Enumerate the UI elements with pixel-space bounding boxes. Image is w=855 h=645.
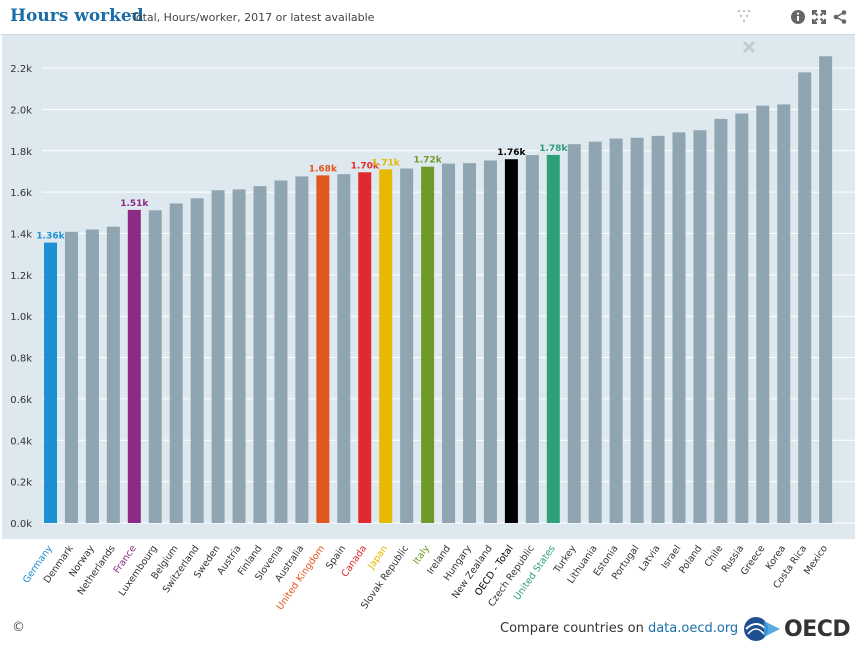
expand-icon[interactable] bbox=[811, 9, 827, 25]
bar-mexico[interactable] bbox=[819, 56, 833, 523]
bar-estonia[interactable] bbox=[609, 138, 623, 523]
y-tick-label: 0.2k bbox=[10, 478, 32, 489]
bar-canada[interactable] bbox=[358, 172, 372, 523]
bar-greece[interactable] bbox=[756, 105, 770, 523]
bar-japan[interactable] bbox=[379, 169, 393, 523]
chart-area: 0.0k 0.2k 0.4k 0.6k 0.8k 1.0k 1.2k 1.4k 1.6k 1.8k… bbox=[2, 35, 855, 539]
bar-turkey[interactable] bbox=[567, 144, 581, 523]
compare-countries-text: Compare countries on data.oecd.org bbox=[500, 621, 738, 636]
close-icon[interactable] bbox=[742, 40, 756, 54]
oecd-logo-text: OECD bbox=[784, 617, 851, 642]
drag-handle-icon[interactable] bbox=[736, 8, 752, 24]
bar-chile[interactable] bbox=[714, 118, 728, 523]
chart-title: Hours worked bbox=[10, 6, 144, 26]
value-label-italy: 1.72k bbox=[413, 156, 442, 166]
bar-united-states[interactable] bbox=[546, 154, 560, 523]
bars bbox=[44, 56, 833, 524]
y-tick-label: 1.2k bbox=[10, 271, 32, 282]
bar-norway[interactable] bbox=[85, 229, 99, 524]
chart-subtitle: Total, Hours/worker, 2017 or latest avai… bbox=[131, 11, 375, 24]
bar-austria[interactable] bbox=[232, 189, 246, 524]
y-tick-label: 0.6k bbox=[10, 395, 32, 406]
bar-czech-republic[interactable] bbox=[525, 155, 539, 524]
bar-spain[interactable] bbox=[337, 174, 351, 523]
y-tick-label: 1.6k bbox=[10, 188, 32, 199]
y-tick-label: 1.0k bbox=[10, 312, 32, 323]
bar-italy[interactable] bbox=[421, 166, 435, 523]
oecd-logo-icon[interactable] bbox=[742, 615, 782, 643]
value-label-united-kingdom: 1.68k bbox=[309, 164, 338, 174]
bar-russia[interactable] bbox=[735, 113, 749, 523]
y-axis-ticks: 0.0k 0.2k 0.4k 0.6k 0.8k 1.0k 1.2k 1.4k 1.6k 1.8k… bbox=[10, 64, 32, 530]
value-label-france: 1.51k bbox=[120, 199, 149, 209]
bar-united-kingdom[interactable] bbox=[316, 175, 330, 523]
bar-denmark[interactable] bbox=[64, 231, 78, 523]
bar-oecd-total[interactable] bbox=[504, 159, 518, 523]
y-tick-label: 1.8k bbox=[10, 147, 32, 158]
bar-belgium[interactable] bbox=[169, 203, 183, 523]
x-axis-labels: GermanyDenmarkNorwayNetherlandsFranceLux… bbox=[21, 543, 830, 610]
value-label-germany: 1.36k bbox=[36, 232, 65, 242]
value-label-oecd-total: 1.76k bbox=[497, 148, 526, 158]
info-icon[interactable] bbox=[790, 9, 806, 25]
bar-ireland[interactable] bbox=[442, 163, 456, 523]
bar-lithuania[interactable] bbox=[588, 141, 602, 523]
y-tick-label: 0.0k bbox=[10, 519, 32, 530]
compare-prefix: Compare countries on bbox=[500, 621, 648, 636]
bar-korea[interactable] bbox=[777, 104, 791, 523]
bar-slovak-republic[interactable] bbox=[400, 168, 414, 523]
copyright-text: © bbox=[12, 620, 25, 635]
bar-israel[interactable] bbox=[672, 132, 686, 523]
bar-new-zealand[interactable] bbox=[483, 160, 497, 523]
bar-luxembourg[interactable] bbox=[148, 210, 162, 523]
bar-chart: 0.0k 0.2k 0.4k 0.6k 0.8k 1.0k 1.2k 1.4k 1.6k 1.8k… bbox=[10, 40, 855, 530]
bar-australia[interactable] bbox=[295, 176, 309, 523]
y-tick-label: 0.8k bbox=[10, 354, 32, 365]
value-label-japan: 1.71k bbox=[372, 158, 401, 168]
y-tick-label: 2.2k bbox=[10, 64, 32, 75]
chart-header: Hours worked Total, Hours/worker, 2017 o… bbox=[0, 0, 855, 35]
bar-slovenia[interactable] bbox=[274, 180, 288, 524]
bar-sweden[interactable] bbox=[211, 190, 225, 524]
bar-germany[interactable] bbox=[44, 242, 57, 523]
value-label-canada: 1.70k bbox=[351, 161, 380, 171]
bar-netherlands[interactable] bbox=[106, 226, 120, 524]
bar-switzerland[interactable] bbox=[190, 198, 204, 523]
y-tick-label: 2.0k bbox=[10, 105, 32, 116]
y-tick-label: 1.4k bbox=[10, 229, 32, 240]
bar-portugal[interactable] bbox=[630, 137, 644, 523]
y-tick-label: 0.4k bbox=[10, 436, 32, 447]
share-icon[interactable] bbox=[832, 9, 848, 25]
x-tick-label-latvia: Latvia bbox=[637, 543, 663, 573]
bar-france[interactable] bbox=[127, 209, 141, 524]
bar-poland[interactable] bbox=[693, 130, 707, 523]
bar-costa-rica[interactable] bbox=[798, 72, 812, 523]
data-oecd-link[interactable]: data.oecd.org bbox=[647, 621, 739, 636]
bar-latvia[interactable] bbox=[651, 135, 665, 523]
bar-finland[interactable] bbox=[253, 186, 267, 523]
bar-hungary[interactable] bbox=[463, 163, 476, 523]
value-label-united-states: 1.78k bbox=[539, 144, 568, 154]
